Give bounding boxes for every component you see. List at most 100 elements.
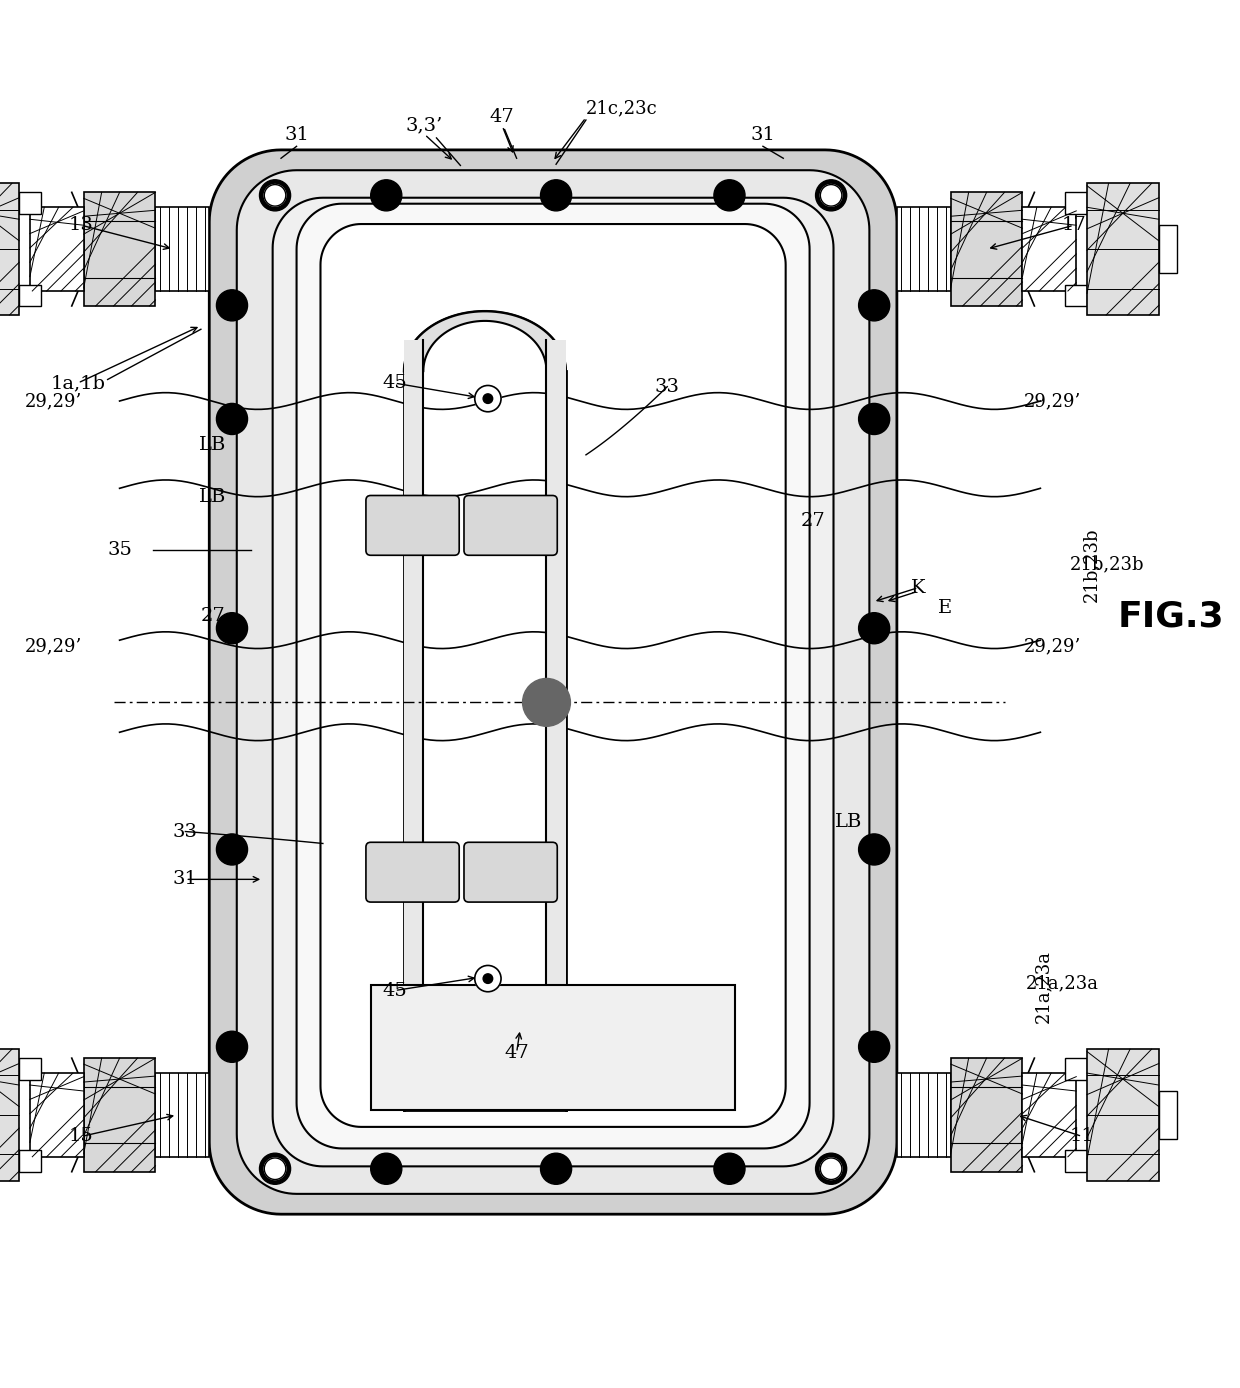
- Bar: [897, 207, 951, 291]
- Bar: [951, 193, 1023, 305]
- Circle shape: [858, 290, 890, 321]
- Bar: [155, 1073, 210, 1156]
- Text: 21c,23c: 21c,23c: [587, 100, 657, 118]
- Text: 29,29’: 29,29’: [1024, 637, 1081, 655]
- Text: 45: 45: [382, 375, 407, 391]
- Polygon shape: [273, 197, 833, 1166]
- Circle shape: [816, 180, 847, 211]
- Bar: [1023, 1073, 1076, 1156]
- Bar: [1158, 1091, 1177, 1138]
- FancyBboxPatch shape: [464, 843, 557, 902]
- Bar: [0, 183, 19, 315]
- Circle shape: [541, 180, 572, 211]
- Circle shape: [259, 1153, 290, 1184]
- Text: 47: 47: [490, 108, 515, 126]
- Text: LB: LB: [200, 436, 227, 454]
- Circle shape: [541, 1153, 572, 1184]
- Bar: [84, 193, 155, 305]
- Text: 3,3’: 3,3’: [405, 117, 443, 135]
- Circle shape: [858, 404, 890, 434]
- Bar: [155, 207, 210, 291]
- Circle shape: [821, 1158, 842, 1180]
- Bar: [1087, 1049, 1158, 1181]
- Bar: [1158, 225, 1177, 273]
- Bar: [0, 1049, 19, 1181]
- Bar: [1065, 1151, 1087, 1171]
- Text: 21b,23b: 21b,23b: [1083, 527, 1100, 602]
- Circle shape: [858, 1031, 890, 1062]
- Text: 21a,23a: 21a,23a: [1034, 951, 1053, 1023]
- Circle shape: [821, 185, 842, 205]
- Text: 29,29’: 29,29’: [1024, 391, 1081, 409]
- Text: 31: 31: [750, 126, 775, 144]
- Circle shape: [264, 185, 285, 205]
- Bar: [30, 207, 84, 291]
- Circle shape: [217, 1031, 248, 1062]
- Circle shape: [714, 180, 745, 211]
- Bar: [19, 1151, 41, 1171]
- Bar: [19, 285, 41, 307]
- Text: 31: 31: [284, 126, 309, 144]
- Text: LB: LB: [836, 813, 863, 831]
- Text: 13: 13: [69, 217, 94, 235]
- Text: 27: 27: [201, 608, 226, 625]
- Bar: [19, 192, 41, 214]
- Circle shape: [858, 834, 890, 865]
- Text: E: E: [937, 598, 952, 616]
- Bar: [84, 1058, 155, 1171]
- Circle shape: [371, 1153, 402, 1184]
- Text: LB: LB: [200, 487, 227, 505]
- Circle shape: [264, 1158, 285, 1180]
- Text: 47: 47: [505, 1044, 529, 1062]
- Text: FIG.3: FIG.3: [1118, 600, 1225, 633]
- Text: 33: 33: [172, 823, 198, 841]
- Text: 35: 35: [107, 541, 131, 559]
- Circle shape: [858, 612, 890, 644]
- Bar: [1023, 207, 1076, 291]
- Text: 27: 27: [801, 512, 826, 530]
- FancyBboxPatch shape: [366, 843, 459, 902]
- Circle shape: [259, 180, 290, 211]
- Circle shape: [217, 612, 248, 644]
- Polygon shape: [210, 150, 897, 1214]
- Bar: [30, 1073, 84, 1156]
- Text: 15: 15: [69, 1127, 94, 1145]
- Circle shape: [217, 290, 248, 321]
- Polygon shape: [296, 204, 810, 1148]
- Text: 21b,23b: 21b,23b: [1070, 555, 1145, 573]
- Circle shape: [217, 834, 248, 865]
- Text: 11: 11: [1070, 1127, 1095, 1145]
- Circle shape: [475, 966, 501, 992]
- Text: 31: 31: [172, 870, 198, 888]
- Circle shape: [714, 1153, 745, 1184]
- Text: 29,29’: 29,29’: [25, 637, 83, 655]
- Circle shape: [484, 394, 492, 404]
- Bar: [404, 340, 423, 1091]
- Circle shape: [217, 404, 248, 434]
- Circle shape: [371, 180, 402, 211]
- Text: 33: 33: [655, 378, 680, 396]
- Text: 45: 45: [382, 981, 407, 999]
- Polygon shape: [320, 223, 786, 1127]
- Bar: [951, 1058, 1023, 1171]
- Text: 29,29’: 29,29’: [25, 391, 83, 409]
- Circle shape: [816, 1153, 847, 1184]
- Polygon shape: [237, 171, 869, 1194]
- Text: 1a,1b: 1a,1b: [51, 375, 105, 391]
- Bar: [547, 340, 565, 1091]
- Text: 21a,23a: 21a,23a: [1025, 974, 1099, 992]
- Bar: [1065, 192, 1087, 214]
- Circle shape: [475, 386, 501, 412]
- Bar: [19, 1058, 41, 1080]
- Circle shape: [484, 974, 492, 983]
- Circle shape: [522, 679, 570, 726]
- Text: K: K: [911, 579, 925, 597]
- Bar: [897, 1073, 951, 1156]
- Bar: [404, 1091, 565, 1110]
- Polygon shape: [404, 311, 565, 371]
- FancyBboxPatch shape: [366, 496, 459, 555]
- Bar: [1087, 183, 1158, 315]
- FancyBboxPatch shape: [464, 496, 557, 555]
- Bar: [371, 984, 735, 1110]
- Text: 17: 17: [1061, 217, 1086, 235]
